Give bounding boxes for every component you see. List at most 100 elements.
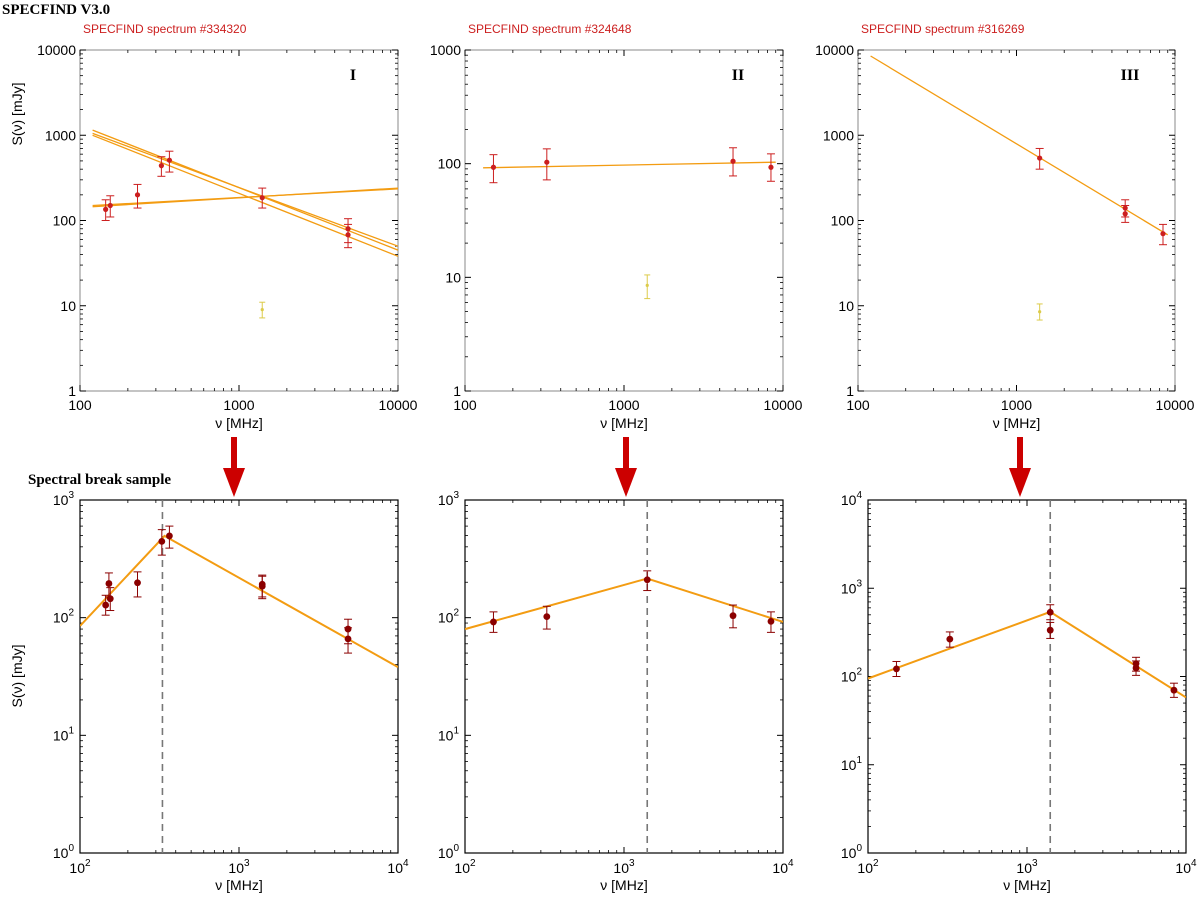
top2-data-layer [483, 147, 776, 300]
top3-data-layer [870, 55, 1169, 321]
bot3-data-layer [868, 604, 1186, 699]
top3-x-tick-label: 10000 [1156, 397, 1195, 413]
bot2-data-layer [465, 570, 783, 633]
top1-outlier-point [260, 308, 264, 312]
bot3-fit-line [868, 610, 1186, 699]
top2-x-tick-label: 100 [453, 397, 477, 413]
bot3-data-point [1046, 608, 1054, 616]
top2-data-point [768, 164, 774, 170]
top3-data-point [1160, 231, 1166, 237]
bot1-x-tick-label: 103 [228, 858, 250, 876]
top3-y-tick-label: 1 [846, 383, 854, 399]
top2-fit-line [483, 161, 776, 169]
top1-data-point [158, 163, 164, 169]
top1-data-point [259, 195, 265, 201]
top2-y-tick-label: 100 [438, 156, 462, 172]
top2-data-point [730, 158, 736, 164]
top1-chart-title: SPECFIND spectrum #334320 [83, 22, 247, 36]
top3-fit-line [870, 55, 1169, 236]
top1-plot-frame [79, 49, 399, 392]
top2-outlier-point [645, 283, 649, 287]
bot2-x-tick-label: 102 [454, 858, 476, 876]
top3-data-point [1122, 211, 1128, 217]
top1-data-point [107, 202, 113, 209]
bot3-data-point [1046, 626, 1054, 634]
bot1-y-tick-label: 102 [53, 608, 75, 626]
bot2-x-tick-label: 104 [772, 858, 794, 876]
top1-y-axis-label: S(ν) [mJy] [9, 83, 25, 146]
top2-plot-frame [464, 49, 784, 392]
bot1-y-tick-label: 100 [53, 843, 75, 861]
bot1-data-point [344, 635, 352, 643]
bot1-data-point [258, 582, 266, 590]
bot2-data-point [729, 612, 737, 620]
top1-data-point [103, 206, 109, 212]
arrow-head-3 [1009, 468, 1031, 497]
top3-data-point [1037, 155, 1043, 161]
bot1-data-point [106, 595, 114, 603]
top2-x-tick-label: 10000 [764, 397, 803, 413]
figure-title: SPECFIND V3.0 [2, 2, 110, 18]
top3-x-axis-label: ν [MHz] [993, 415, 1040, 431]
bot2-data-point [643, 576, 651, 584]
bot1-x-axis-label: ν [MHz] [215, 877, 262, 893]
top3-panel-numeral: III [1121, 67, 1140, 84]
top2-y-tick-label: 1 [453, 383, 461, 399]
bot2-data-point [543, 613, 551, 621]
bot1-data-point [134, 579, 141, 587]
top3-y-tick-label: 100 [831, 213, 855, 229]
arrow-head-1 [223, 468, 245, 497]
top1-x-tick-label: 1000 [223, 397, 254, 413]
bot1-y-axis-label: S(ν) [mJy] [9, 645, 25, 708]
bot3-data-point [1170, 686, 1178, 694]
bot1-y-tick-label: 101 [53, 725, 75, 743]
bot3-data-point [1132, 664, 1140, 672]
bot1-data-point [105, 580, 113, 587]
top1-data-point [166, 157, 173, 163]
bot2-y-tick-label: 100 [438, 843, 460, 861]
bot2-y-tick-label: 101 [438, 725, 460, 743]
bot1-data-point [166, 532, 173, 540]
bot2-fit-line [465, 577, 783, 631]
bot2-plot-frame [464, 499, 784, 854]
top3-plot-frame [857, 49, 1176, 392]
bot1-x-tick-label: 102 [69, 858, 91, 876]
bot3-y-tick-label: 104 [841, 490, 863, 508]
top1-y-tick-label: 1 [68, 383, 76, 399]
top1-x-tick-label: 100 [68, 397, 92, 413]
bot2-data-point [767, 617, 775, 625]
top1-data-point [345, 232, 351, 238]
top2-y-tick-label: 1000 [430, 42, 461, 58]
top3-chart-title: SPECFIND spectrum #316269 [861, 22, 1025, 36]
bot2-y-tick-label: 103 [438, 490, 460, 508]
top1-x-axis-label: ν [MHz] [215, 415, 262, 431]
top2-y-tick-label: 10 [445, 269, 461, 285]
bot3-y-tick-label: 102 [841, 667, 863, 685]
bot2-data-point [490, 618, 497, 626]
bot3-x-tick-label: 104 [1175, 858, 1197, 876]
top1-data-layer [92, 129, 398, 319]
bot2-y-tick-label: 102 [438, 608, 460, 626]
bot3-x-axis-label: ν [MHz] [1003, 877, 1050, 893]
bot2-x-tick-label: 103 [613, 858, 635, 876]
bot1-plot-frame [79, 499, 399, 854]
bot1-fit-line [80, 534, 398, 668]
bot3-y-tick-label: 101 [841, 755, 863, 773]
top3-y-tick-label: 1000 [823, 127, 854, 143]
top1-data-point [134, 192, 141, 198]
top1-fit-line [92, 188, 398, 207]
top3-outlier-point [1038, 310, 1042, 314]
bot1-data-point [158, 537, 166, 545]
arrow-head-2 [615, 468, 637, 497]
bot1-data-point [102, 601, 110, 609]
bot1-x-tick-label: 104 [387, 858, 409, 876]
section-label: Spectral break sample [28, 472, 171, 488]
top2-x-axis-label: ν [MHz] [600, 415, 647, 431]
bot3-x-tick-label: 103 [1016, 858, 1038, 876]
bot3-plot-frame [867, 499, 1187, 854]
top1-y-tick-label: 100 [53, 213, 77, 229]
top3-y-tick-label: 10 [838, 298, 854, 314]
top1-panel-numeral: I [350, 67, 356, 84]
